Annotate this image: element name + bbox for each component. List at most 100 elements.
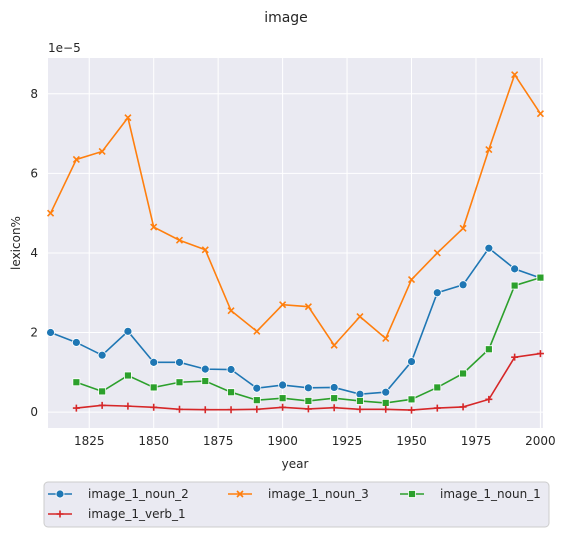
data-point	[330, 394, 339, 403]
data-point	[382, 405, 390, 413]
data-point	[124, 114, 132, 122]
legend-item: image_1_noun_3	[228, 487, 369, 501]
data-point	[511, 353, 519, 361]
data-point	[485, 145, 493, 154]
data-point	[175, 378, 184, 387]
data-point	[459, 224, 467, 232]
data-point	[71, 338, 81, 347]
data-point	[201, 246, 209, 254]
legend-label: image_1_verb_1	[88, 507, 186, 521]
y-tick-label: 8	[30, 87, 38, 101]
data-point	[47, 209, 55, 217]
data-point	[303, 383, 313, 393]
legend-marker	[236, 490, 244, 498]
data-point	[97, 350, 107, 360]
x-tick-label: 2000	[525, 434, 556, 448]
data-point	[227, 406, 235, 414]
grid-lines	[48, 58, 543, 428]
data-point	[227, 307, 235, 315]
series-line	[50, 247, 541, 395]
y-axis-label: lexicon%	[9, 216, 23, 270]
x-tick-label: 1900	[267, 434, 298, 448]
legend-marker	[55, 489, 65, 499]
data-point	[356, 313, 364, 321]
data-point	[253, 405, 261, 413]
data-point	[484, 243, 494, 253]
data-point	[329, 383, 339, 392]
data-point	[226, 365, 236, 374]
y-scale-label: 1e−5	[48, 41, 81, 55]
data-point	[304, 303, 312, 311]
series-image_1_noun_3	[47, 71, 544, 349]
series-line	[49, 72, 542, 347]
y-tick-label: 4	[30, 246, 38, 260]
data-point	[432, 288, 442, 298]
x-tick-label: 1925	[332, 434, 363, 448]
data-point	[304, 405, 312, 413]
plot-area	[48, 58, 543, 428]
data-point	[536, 350, 544, 358]
data-point	[200, 364, 210, 374]
y-axis-ticks: 0 2 4 6 8	[30, 87, 38, 419]
data-point	[279, 403, 287, 411]
data-point	[356, 405, 364, 413]
data-point	[149, 357, 159, 367]
data-point	[407, 276, 416, 284]
chart-title: image	[264, 10, 308, 26]
y-tick-label: 0	[30, 405, 38, 419]
data-point	[175, 357, 184, 367]
data-point	[150, 223, 158, 231]
legend-label: image_1_noun_3	[268, 487, 369, 501]
y-tick-label: 2	[30, 326, 38, 340]
legend-label: image_1_noun_1	[440, 487, 541, 501]
series-layer	[46, 71, 545, 414]
x-axis-label: year	[282, 457, 309, 471]
series-image_1_noun_1	[72, 273, 545, 407]
data-point	[382, 334, 390, 343]
data-point	[407, 357, 416, 366]
series-image_1_noun_2	[46, 243, 545, 399]
data-point	[355, 389, 365, 399]
data-point	[459, 369, 467, 378]
data-point	[433, 404, 441, 412]
data-point	[98, 401, 106, 409]
data-point	[72, 155, 80, 164]
data-point	[123, 326, 133, 336]
x-tick-label: 1825	[74, 434, 105, 448]
data-point	[278, 394, 287, 403]
x-tick-label: 1850	[138, 434, 169, 448]
data-point	[330, 341, 338, 349]
data-point	[279, 301, 287, 309]
legend-item: image_1_noun_2	[48, 487, 189, 501]
data-point	[46, 328, 55, 337]
data-point	[458, 280, 468, 290]
data-point	[227, 388, 235, 397]
legend-marker	[408, 490, 416, 498]
data-point	[433, 249, 441, 257]
data-point	[536, 273, 545, 282]
legend-label: image_1_noun_2	[88, 487, 189, 501]
data-point	[98, 147, 106, 156]
legend-marker	[56, 510, 64, 518]
data-point	[356, 397, 364, 405]
data-point	[175, 236, 184, 244]
data-point	[149, 383, 158, 392]
data-point	[124, 402, 132, 410]
data-point	[381, 399, 390, 407]
x-axis-ticks: 1825 1850 1875 1900 1925 1950 1975 2000	[74, 434, 556, 448]
data-point	[98, 387, 107, 396]
data-point	[304, 397, 313, 405]
data-point	[510, 281, 519, 290]
data-point	[252, 396, 261, 405]
data-point	[252, 383, 262, 393]
x-tick-label: 1950	[396, 434, 427, 448]
data-point	[201, 377, 210, 385]
y-tick-label: 6	[30, 166, 38, 180]
legend-item: image_1_noun_1	[400, 487, 541, 501]
data-point	[381, 387, 391, 397]
legend-item: image_1_verb_1	[48, 507, 186, 521]
data-point	[278, 380, 288, 390]
data-point	[72, 378, 81, 387]
data-point	[72, 404, 80, 412]
